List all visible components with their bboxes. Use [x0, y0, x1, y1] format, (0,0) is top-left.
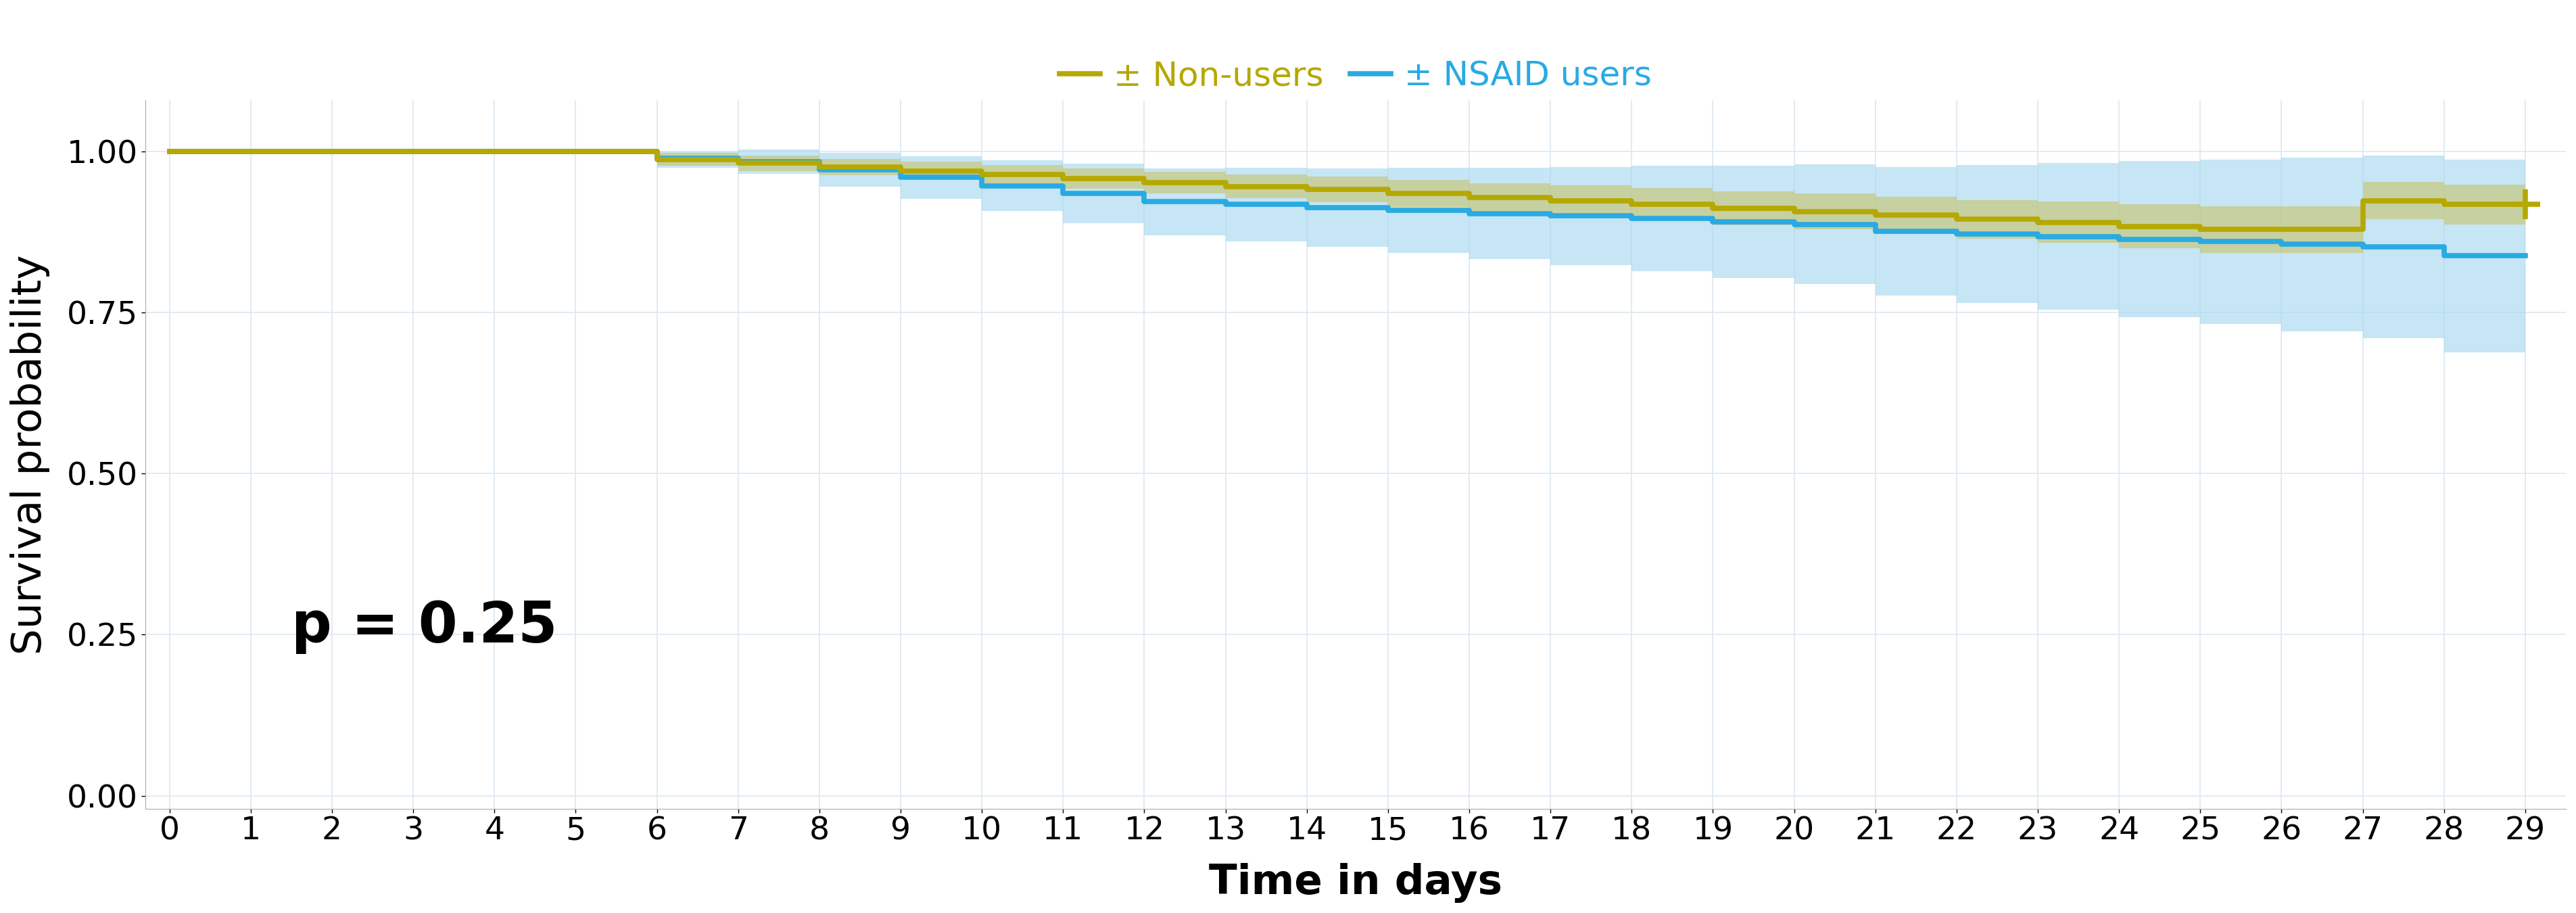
Legend: ± Non‐users, ± NSAID users: ± Non‐users, ± NSAID users	[1046, 47, 1664, 106]
X-axis label: Time in days: Time in days	[1208, 863, 1502, 903]
Text: p = 0.25: p = 0.25	[291, 599, 556, 654]
Y-axis label: Survival probability: Survival probability	[10, 255, 49, 655]
